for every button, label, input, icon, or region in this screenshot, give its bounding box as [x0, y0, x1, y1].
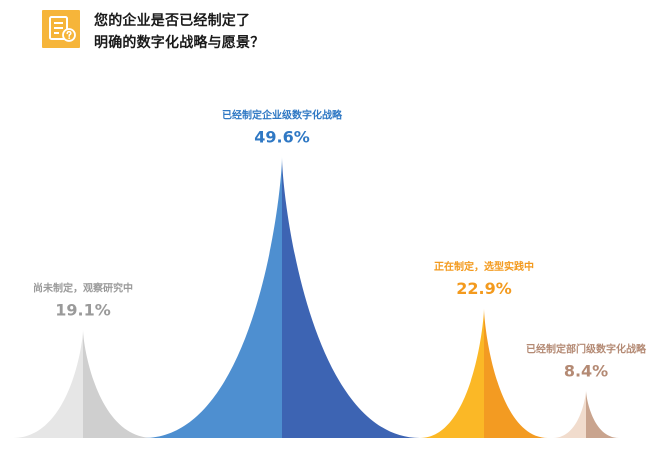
- peak-4-category-label: 已经制定部门级数字化战略: [526, 342, 647, 355]
- question-document-icon: [42, 10, 80, 48]
- peak-1-value-label: 19.1%: [55, 301, 111, 320]
- peak-4-right-face: [586, 390, 619, 438]
- chart-header: 您的企业是否已经制定了 明确的数字化战略与愿景？: [42, 8, 602, 56]
- peak-3-value-label: 22.9%: [456, 279, 512, 298]
- chart-title-line-1: 您的企业是否已经制定了: [94, 13, 251, 29]
- peak-2-right-face: [282, 156, 420, 438]
- peak-1-left-face: [13, 329, 83, 438]
- peak-2-value-label: 49.6%: [254, 127, 310, 146]
- peak-2-left-face: [144, 156, 282, 438]
- chart-title-line-2: 明确的数字化战略与愿景？: [94, 35, 265, 51]
- peak-2-category-label: 已经制定企业级数字化战略: [222, 108, 343, 121]
- peak-3-left-face: [420, 307, 484, 438]
- peak-1-right-face: [83, 329, 153, 438]
- peak-3-right-face: [484, 307, 548, 438]
- peak-1-category-label: 尚未制定，观察研究中: [33, 282, 133, 295]
- peak-4-value-label: 8.4%: [564, 361, 608, 380]
- peak-3-category-label: 正在制定，选型实践中: [434, 260, 534, 273]
- peak-4-left-face: [553, 390, 586, 438]
